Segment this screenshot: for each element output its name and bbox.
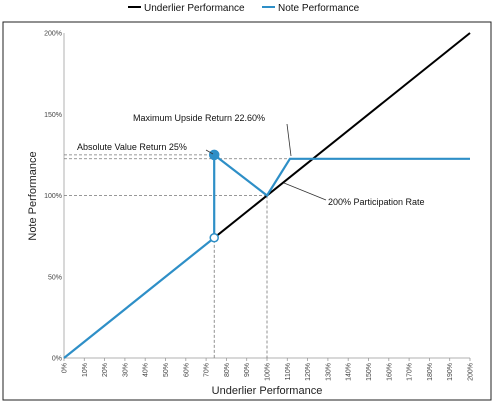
x-tick-label: 80%: [224, 363, 231, 377]
legend-label-underlier: Underlier Performance: [144, 3, 245, 14]
x-tick-label: 160%: [386, 363, 393, 381]
x-tick-label: 40%: [143, 363, 150, 377]
x-axis-title: Underlier Performance: [212, 385, 323, 397]
reference-lines: [64, 154, 290, 358]
x-tick-label: 100%: [265, 363, 272, 381]
series-line-underlier: [213, 32, 471, 239]
annotation-absolute-value-leader: [205, 149, 214, 155]
annotation-participation-rate: 200% Participation Rate: [328, 197, 425, 207]
y-tick-label: 200%: [44, 31, 62, 38]
x-tick-label: 70%: [204, 363, 211, 377]
y-axis-ticks: 0% 50% 100% 150% 200%: [44, 31, 62, 363]
y-tick-label: 50%: [48, 274, 62, 281]
annotation-participation-leader: [283, 182, 327, 201]
x-tick-label: 130%: [325, 363, 332, 381]
x-tick-label: 90%: [244, 363, 251, 377]
annotation-absolute-value: Absolute Value Return 25%: [77, 142, 187, 152]
y-tick-label: 0%: [52, 356, 62, 363]
y-tick-label: 100%: [44, 193, 62, 200]
x-tick-label: 140%: [346, 363, 353, 381]
marker-filled: [208, 149, 220, 161]
marker-layer: [208, 149, 220, 243]
x-tick-label: 20%: [102, 363, 109, 377]
x-tick-label: 150%: [366, 363, 373, 381]
legend: Underlier Performance Note Performance: [128, 3, 360, 14]
annotation-max-upside: Maximum Upside Return 22.60%: [133, 113, 265, 123]
x-tick-label: 170%: [407, 363, 414, 381]
x-tick-label: 120%: [305, 363, 312, 381]
x-tick-label: 0%: [62, 363, 69, 373]
x-tick-label: 200%: [468, 363, 475, 381]
annotations: Maximum Upside Return 22.60% Absolute Va…: [77, 113, 425, 207]
y-axis-title: Note Performance: [27, 151, 39, 240]
x-tick-label: 10%: [82, 363, 89, 377]
legend-label-note: Note Performance: [278, 3, 360, 14]
x-tick-label: 50%: [163, 363, 170, 377]
x-axis-ticks: 0% 10% 20% 30% 40% 50% 60% 70% 80% 90% 100% 110% 120…: [62, 358, 475, 381]
x-tick-label: 180%: [427, 363, 434, 381]
annotation-max-upside-leader: [286, 123, 292, 157]
y-tick-label: 150%: [44, 112, 62, 119]
x-tick-label: 190%: [447, 363, 454, 381]
series-line-note: [63, 152, 470, 359]
x-tick-label: 30%: [122, 363, 129, 377]
chart-frame: [2, 21, 492, 401]
x-tick-label: 110%: [285, 363, 292, 380]
marker-open: [209, 233, 219, 243]
x-tick-label: 60%: [183, 363, 190, 377]
series-layer: [63, 32, 471, 359]
